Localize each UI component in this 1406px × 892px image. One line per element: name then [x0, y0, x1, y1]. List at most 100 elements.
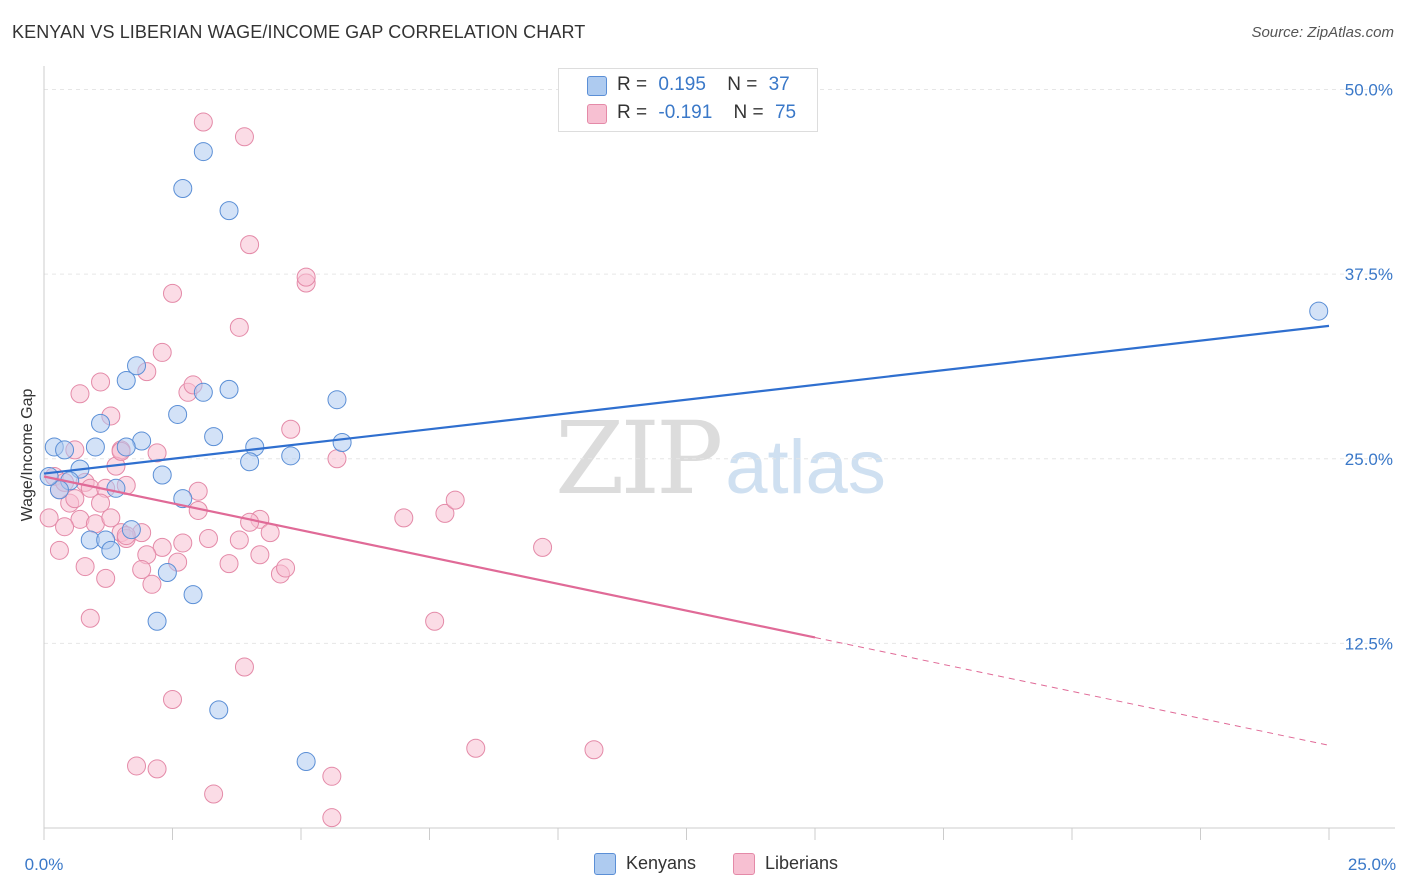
- liberians-point: [127, 756, 147, 776]
- liberians-trend-line: [43, 475, 816, 639]
- liberians-point: [584, 740, 604, 760]
- kenyans-point: [147, 611, 167, 631]
- kenyans-point: [204, 427, 224, 447]
- kenyans-point: [152, 465, 172, 485]
- liberians-point: [65, 489, 85, 509]
- liberians-point: [147, 443, 167, 463]
- liberians-point: [91, 493, 111, 513]
- kenyans-point: [116, 370, 136, 390]
- kenyans-point: [173, 489, 193, 509]
- liberians-point: [425, 611, 445, 631]
- kenyans-point: [157, 562, 177, 582]
- liberians-point: [198, 529, 218, 549]
- liberians-swatch: [587, 104, 607, 124]
- liberians-point: [394, 508, 414, 528]
- liberians-point: [75, 557, 95, 577]
- liberians-r-value: -0.191: [658, 102, 713, 123]
- kenyans-point: [281, 446, 301, 466]
- liberians-point: [276, 558, 296, 578]
- kenyans-point: [116, 437, 136, 457]
- liberians-point: [96, 568, 116, 588]
- liberians-point: [193, 112, 213, 132]
- liberians-n-label: N =: [733, 102, 764, 123]
- kenyans-point: [219, 379, 239, 399]
- legend-liberians-label: Liberians: [765, 853, 839, 873]
- liberians-point: [91, 372, 111, 392]
- liberians-point: [101, 508, 121, 528]
- liberians-point: [533, 537, 553, 557]
- kenyans-point: [55, 440, 75, 460]
- kenyans-point: [219, 201, 239, 221]
- kenyans-point: [209, 700, 229, 720]
- y-tick-label: 37.5%: [1345, 265, 1393, 284]
- kenyans-point: [121, 520, 141, 540]
- legend-liberians-swatch: [733, 853, 755, 875]
- kenyans-n-value: 37: [768, 74, 790, 95]
- kenyans-point: [91, 413, 111, 433]
- x-tick-label: 25.0%: [1348, 855, 1396, 874]
- liberians-point: [188, 481, 208, 501]
- liberians-point: [466, 738, 486, 758]
- liberians-point: [147, 759, 167, 779]
- liberians-point: [281, 419, 301, 439]
- liberians-point: [435, 503, 455, 523]
- y-tick-label: 25.0%: [1345, 450, 1393, 469]
- liberians-point: [70, 384, 90, 404]
- kenyans-point: [193, 382, 213, 402]
- x-tick-label: 0.0%: [25, 855, 64, 874]
- liberians-point: [173, 533, 193, 553]
- kenyans-point: [193, 142, 213, 162]
- liberians-point: [322, 808, 342, 828]
- watermark-atlas: atlas: [725, 425, 886, 510]
- liberians-point: [152, 537, 172, 557]
- liberians-point: [240, 512, 260, 532]
- liberians-r-label: R =: [617, 102, 648, 123]
- kenyans-swatch: [587, 76, 607, 96]
- liberians-point: [445, 490, 465, 510]
- kenyans-trend-line: [43, 324, 1330, 475]
- liberians-point: [234, 657, 254, 677]
- liberians-point: [327, 449, 347, 469]
- kenyans-point: [173, 178, 193, 198]
- chart-title: KENYAN VS LIBERIAN WAGE/INCOME GAP CORRE…: [12, 22, 586, 42]
- kenyans-r-value: 0.195: [658, 74, 706, 95]
- liberians-point: [240, 235, 260, 255]
- kenyans-point: [101, 540, 121, 560]
- kenyans-n-label: N =: [727, 74, 758, 95]
- liberians-point: [152, 342, 172, 362]
- liberians-point: [229, 530, 249, 550]
- liberians-point: [296, 267, 316, 287]
- kenyans-point: [1309, 301, 1329, 321]
- liberians-point: [142, 574, 162, 594]
- kenyans-point: [183, 585, 203, 605]
- liberians-point: [229, 317, 249, 337]
- liberians-point: [163, 690, 182, 710]
- liberians-point: [234, 127, 254, 147]
- kenyans-point: [296, 752, 316, 772]
- correlation-legend: R = 0.195 N = 37 R = -0.191 N = 75: [558, 68, 818, 132]
- liberians-point: [250, 545, 270, 565]
- y-tick-label: 50.0%: [1345, 81, 1393, 100]
- liberians-point: [55, 517, 75, 537]
- legend-kenyans-swatch: [594, 853, 616, 875]
- liberians-point: [260, 523, 280, 543]
- liberians-point: [163, 283, 182, 303]
- liberians-point: [132, 560, 152, 580]
- kenyans-point: [85, 437, 105, 457]
- liberians-point: [49, 540, 69, 560]
- kenyans-point: [168, 404, 188, 424]
- kenyans-point: [240, 452, 260, 472]
- liberians-trend-extension: [814, 636, 1330, 746]
- kenyans-point: [127, 356, 147, 376]
- kenyans-point: [332, 433, 352, 453]
- y-tick-label: 12.5%: [1345, 634, 1393, 653]
- liberians-point: [80, 608, 100, 628]
- liberians-n-value: 75: [774, 102, 797, 123]
- legend-kenyans-label: Kenyans: [626, 853, 697, 873]
- source-credit: Source: ZipAtlas.com: [1251, 24, 1394, 41]
- liberians-point: [39, 508, 59, 528]
- liberians-point: [219, 554, 239, 574]
- kenyans-point: [327, 390, 347, 410]
- kenyans-point: [106, 478, 126, 498]
